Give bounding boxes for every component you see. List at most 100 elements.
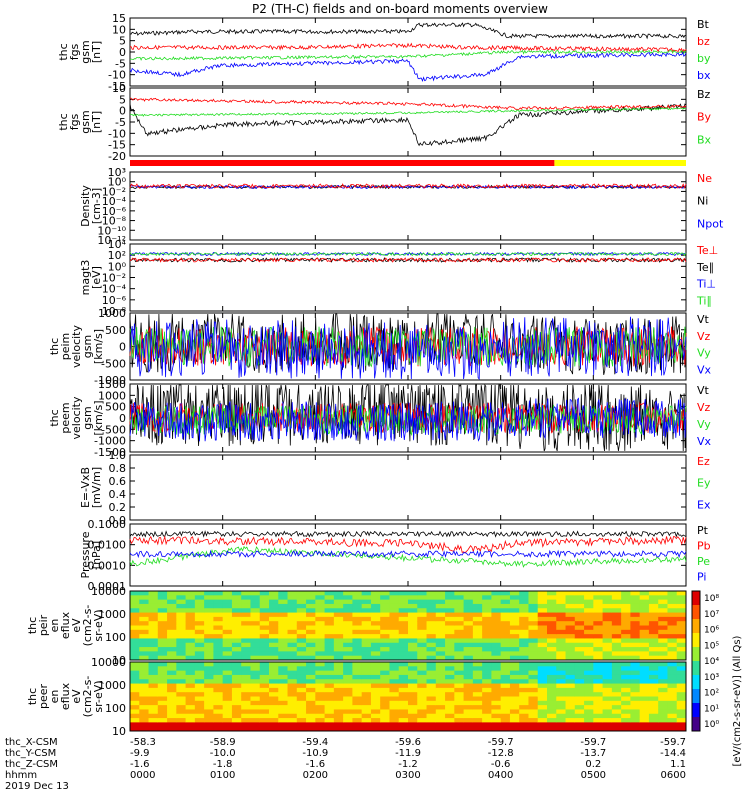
p10-cell xyxy=(593,726,604,732)
colorbar-tick: 10⁵ xyxy=(704,641,719,651)
p10-cell xyxy=(639,687,650,693)
p9-cell xyxy=(296,599,307,605)
p10-cell xyxy=(306,722,316,728)
p9-cell xyxy=(306,616,316,622)
p10-cell xyxy=(648,666,659,672)
p9-cell xyxy=(435,651,446,657)
p9-cell xyxy=(204,634,214,639)
p9-cell xyxy=(139,638,150,644)
p10-cell xyxy=(500,683,511,689)
p10-cell xyxy=(556,692,567,697)
p10-cell xyxy=(259,683,270,689)
p10-cell xyxy=(222,722,233,728)
p9-cell xyxy=(315,603,326,609)
p9-cell xyxy=(176,651,187,657)
p10-cell xyxy=(241,705,251,710)
p10-cell xyxy=(157,662,168,667)
p9-cell xyxy=(130,625,140,631)
p10-cell xyxy=(333,687,344,693)
p10-cell xyxy=(639,679,650,685)
colorbar-band xyxy=(692,619,700,634)
p8-ylabel: Pressure xyxy=(79,531,92,578)
p10-ylabel: thc xyxy=(26,688,39,705)
p9-cell xyxy=(435,625,446,631)
p10-cell xyxy=(343,687,353,693)
p9-cell xyxy=(611,634,622,639)
p9-cell xyxy=(370,599,381,605)
p9-cell xyxy=(537,616,548,622)
p10-cell xyxy=(602,700,613,706)
p10-cell xyxy=(593,670,604,676)
p10-cell xyxy=(602,692,613,697)
p10-cell xyxy=(204,670,214,676)
p10-cell xyxy=(278,709,289,715)
p10-cell xyxy=(547,705,557,710)
p10-cell xyxy=(222,679,233,685)
p9-cell xyxy=(130,616,140,622)
p9-cell xyxy=(222,655,233,661)
p10-cell xyxy=(565,726,576,732)
p10-cell xyxy=(306,718,316,723)
p9-cell xyxy=(250,608,261,614)
p9-cell xyxy=(528,642,539,648)
p10-cell xyxy=(343,700,353,706)
p10-cell xyxy=(667,692,678,697)
p9-cell xyxy=(287,591,298,596)
p10-cell xyxy=(593,679,604,685)
p9-cell xyxy=(565,647,576,652)
p10-cell xyxy=(547,683,557,689)
p9-cell xyxy=(139,651,150,657)
p9-cell xyxy=(204,638,214,644)
p6-legend-Vy: Vy xyxy=(697,418,711,431)
p9-cell xyxy=(194,642,205,648)
p10-cell xyxy=(435,718,446,723)
p7-ylabel: [mV/m] xyxy=(90,467,103,508)
p10-cell xyxy=(185,674,196,680)
p9-cell xyxy=(204,629,214,635)
p10-cell xyxy=(621,713,631,719)
p10-cell xyxy=(602,709,613,715)
p10-cell xyxy=(352,713,363,719)
p10-cell xyxy=(352,705,363,710)
p9-cell xyxy=(231,655,242,661)
p9-cell xyxy=(611,616,622,622)
date-label: 2019 Dec 13 xyxy=(5,781,69,792)
p10-cell xyxy=(269,696,279,702)
p9-cell xyxy=(408,634,418,639)
p9-cell xyxy=(389,638,400,644)
p9-cell xyxy=(213,629,224,635)
p10-cell xyxy=(361,726,372,732)
p10-cell xyxy=(157,674,168,680)
p10-cell xyxy=(204,705,214,710)
p10-cell xyxy=(194,666,205,672)
p10-cell xyxy=(213,726,224,732)
p9-cell xyxy=(621,595,631,601)
p9-cell xyxy=(250,629,261,635)
p10-cell xyxy=(287,683,298,689)
p10-cell xyxy=(408,670,418,676)
p9-cell xyxy=(565,625,576,631)
p10-cell xyxy=(537,666,548,672)
p9-cell xyxy=(417,647,428,652)
p9-cell xyxy=(417,638,428,644)
p9-cell xyxy=(324,621,335,626)
p10-cell xyxy=(491,700,502,706)
p9-cell xyxy=(565,599,576,605)
p9-cell xyxy=(482,621,492,626)
p2-Bx xyxy=(129,107,687,117)
p9-cell xyxy=(454,638,465,644)
p9-cell xyxy=(472,638,483,644)
p4-ylabel: magt3 xyxy=(79,260,92,296)
p9-cell xyxy=(537,603,548,609)
p9-cell xyxy=(380,599,390,605)
p10-cell xyxy=(667,666,678,672)
xrow-value: -0.6 xyxy=(491,759,511,770)
p10-cell xyxy=(370,722,381,728)
p9-cell xyxy=(204,591,214,596)
p10-cell xyxy=(676,670,687,676)
p9-cell xyxy=(556,603,567,609)
p9-cell xyxy=(231,629,242,635)
p9-cell xyxy=(648,599,659,605)
p9-cell xyxy=(250,599,261,605)
p10-cell xyxy=(509,722,520,728)
